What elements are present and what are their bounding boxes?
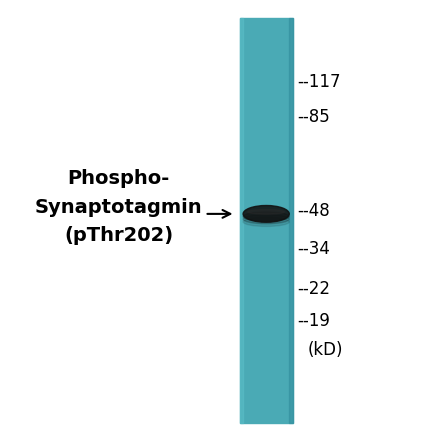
- Text: (pThr202): (pThr202): [64, 226, 173, 246]
- Text: --19: --19: [297, 312, 330, 330]
- Ellipse shape: [248, 209, 285, 214]
- Ellipse shape: [243, 212, 290, 221]
- Ellipse shape: [243, 217, 290, 226]
- Bar: [290, 18, 293, 423]
- Text: --85: --85: [297, 108, 330, 126]
- Bar: [240, 18, 243, 423]
- Text: --48: --48: [297, 202, 330, 220]
- Ellipse shape: [243, 206, 290, 222]
- Text: --34: --34: [297, 240, 330, 258]
- Text: --22: --22: [297, 280, 330, 298]
- Text: --117: --117: [297, 73, 341, 90]
- Text: (kD): (kD): [308, 341, 344, 359]
- Text: Synaptotagmin: Synaptotagmin: [35, 198, 202, 217]
- Text: Phospho-: Phospho-: [68, 169, 170, 188]
- Ellipse shape: [243, 215, 290, 224]
- Bar: [240, 18, 293, 423]
